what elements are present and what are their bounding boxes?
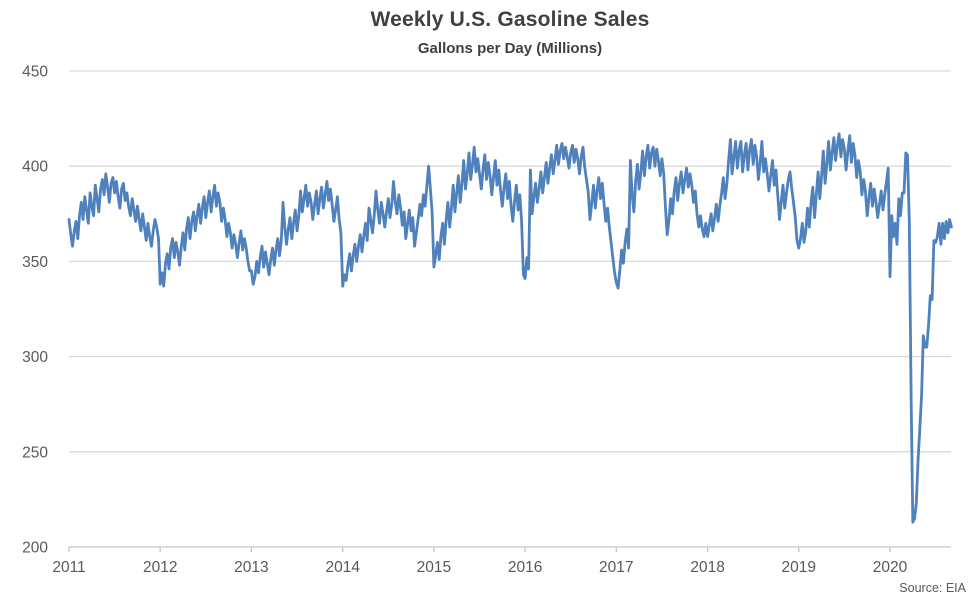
x-tick-label: 2011: [52, 559, 85, 576]
y-tick-label: 250: [22, 444, 48, 461]
x-tick-label: 2019: [782, 559, 816, 576]
x-tick-label: 2012: [143, 559, 177, 576]
x-tick-label: 2017: [599, 559, 633, 576]
y-tick-label: 350: [22, 254, 48, 271]
chart-subtitle: Gallons per Day (Millions): [417, 40, 603, 57]
chart-title: Weekly U.S. Gasoline Sales: [370, 8, 650, 31]
x-tick-label: 2014: [325, 559, 360, 576]
gasoline-sales-line-series: [67, 132, 953, 524]
y-tick-label: 300: [22, 349, 48, 366]
x-tick-label: 2015: [417, 559, 451, 576]
y-tick-label: 400: [22, 159, 48, 176]
x-tick-label: 2013: [234, 559, 268, 576]
x-tick-label: 2016: [508, 559, 542, 576]
y-tick-label: 200: [22, 540, 48, 557]
source-label: Source: EIA: [899, 581, 966, 595]
y-tick-label: 450: [22, 64, 48, 81]
x-tick-label: 2018: [690, 559, 724, 576]
x-tick-label: 2020: [873, 559, 908, 576]
